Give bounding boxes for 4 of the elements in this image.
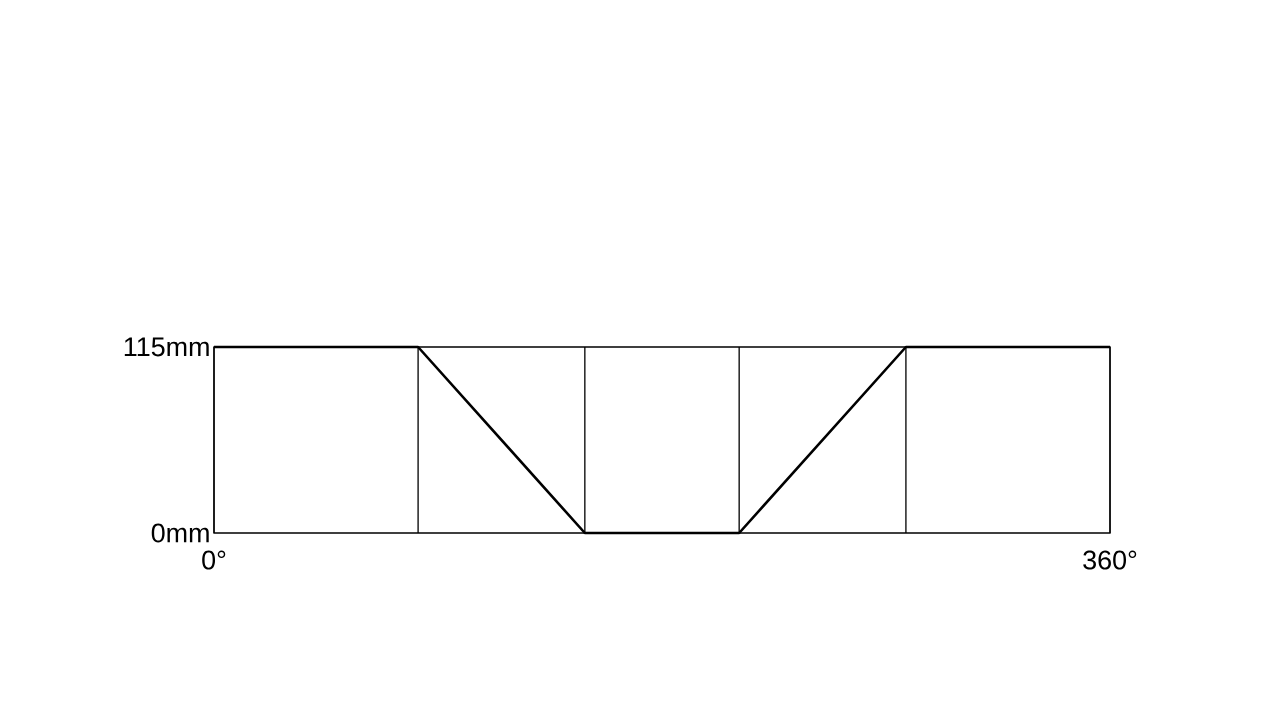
x-tick-label: 0° xyxy=(202,550,226,570)
y-tick-label: 0mm xyxy=(151,523,209,543)
y-tick-label: 115mm xyxy=(124,337,209,357)
x-tick-label: 360° xyxy=(1083,550,1137,570)
